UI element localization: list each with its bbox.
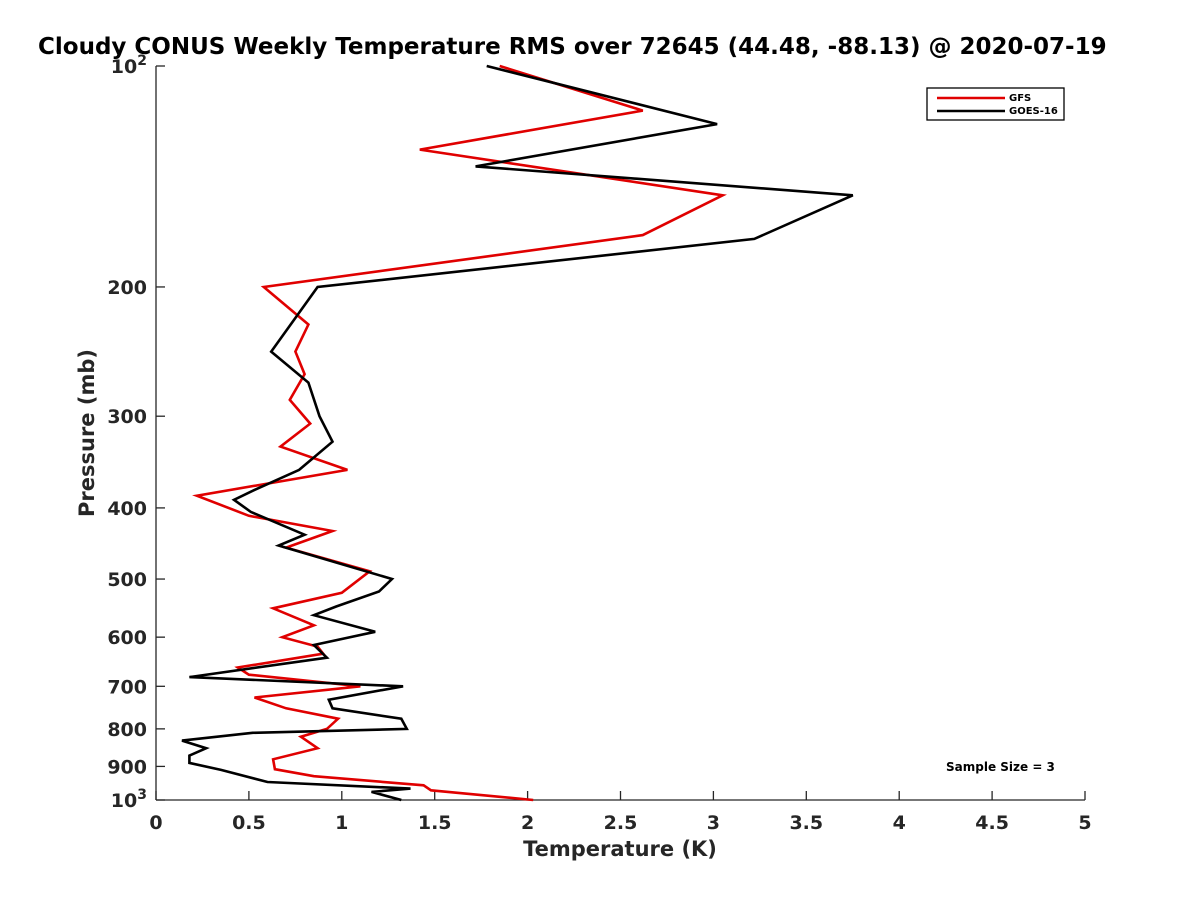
x-tick-label: 2 xyxy=(521,812,534,834)
y-tick-label: 600 xyxy=(107,627,147,649)
x-tick-label: 4 xyxy=(893,812,906,834)
y-tick-label: 300 xyxy=(107,406,147,428)
y-axis-label: Pressure (mb) xyxy=(75,349,99,517)
x-tick-label: 1.5 xyxy=(418,812,452,834)
y-tick-label: 500 xyxy=(107,569,147,591)
sample-size-annotation: Sample Size = 3 xyxy=(946,760,1055,774)
legend-label-goes-16: GOES-16 xyxy=(1009,106,1058,117)
legend-box xyxy=(926,87,1065,121)
x-tick-label: 1 xyxy=(335,812,348,834)
legend: GFS GOES-16 xyxy=(926,87,1065,121)
x-tick-label: 2.5 xyxy=(604,812,638,834)
y-tick-label: 400 xyxy=(107,498,147,520)
chart-title: Cloudy CONUS Weekly Temperature RMS over… xyxy=(38,34,1107,60)
x-tick-label: 4.5 xyxy=(975,812,1009,834)
plot-area xyxy=(155,66,1085,801)
x-axis: 0 0.5 1 1.5 2 2.5 3 3.5 4 4.5 5 xyxy=(149,791,1092,834)
y-tick-label: 102 xyxy=(111,53,147,78)
series-line-goes-16 xyxy=(181,64,854,802)
y-tick-base: 10 xyxy=(111,56,137,78)
y-tick-label: 800 xyxy=(107,719,147,741)
y-tick-label: 103 xyxy=(111,787,147,812)
series-line-gfs xyxy=(192,64,727,802)
y-tick-label: 200 xyxy=(107,277,147,299)
y-tick-base: 10 xyxy=(111,790,137,812)
x-axis-label: Temperature (K) xyxy=(523,837,717,861)
y-tick-exponent: 3 xyxy=(137,787,147,803)
x-tick-label: 5 xyxy=(1078,812,1091,834)
x-tick-label: 3.5 xyxy=(789,812,823,834)
y-tick-label: 700 xyxy=(107,676,147,698)
y-tick-label: 900 xyxy=(107,756,147,778)
x-tick-label: 3 xyxy=(707,812,720,834)
x-tick-label: 0 xyxy=(149,812,162,834)
y-tick-exponent: 2 xyxy=(137,53,147,69)
legend-label-gfs: GFS xyxy=(1009,93,1031,104)
x-tick-label: 0.5 xyxy=(232,812,266,834)
series-group xyxy=(181,64,854,802)
